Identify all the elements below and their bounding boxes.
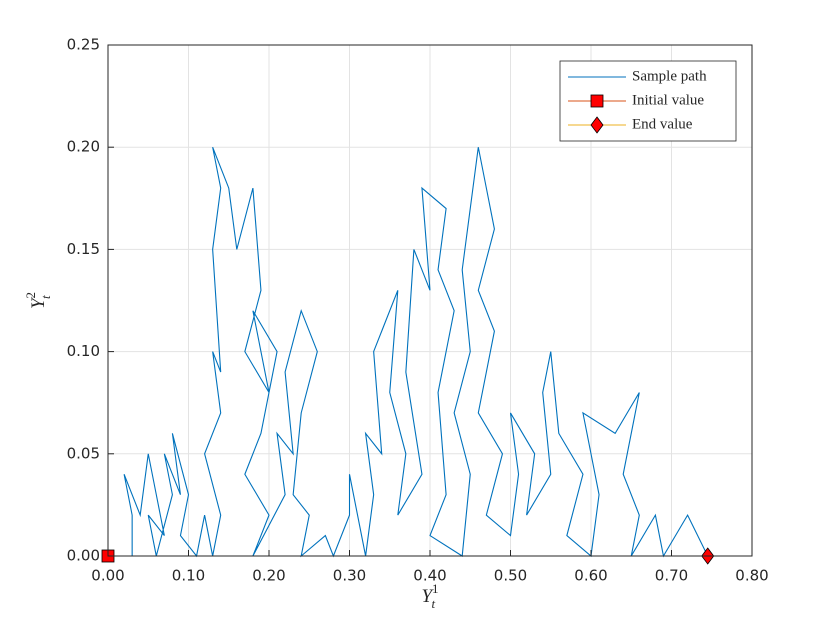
y-tick-label: 0.00 — [67, 547, 100, 565]
y-tick-label: 0.15 — [67, 240, 100, 258]
x-tick-label: 0.50 — [494, 567, 527, 585]
axis-symbol: Y — [28, 296, 49, 309]
axis-subscript: t — [432, 596, 436, 611]
legend: Sample path Initial value End value — [559, 60, 737, 142]
legend-label: Sample path — [632, 68, 707, 84]
y-tick-label: 0.25 — [67, 36, 100, 54]
labels: 0.00 0.10 0.20 0.30 0.40 0.50 0.60 0.70 0.80 0.00… — [23, 36, 769, 611]
legend-label: Initial value — [632, 92, 704, 108]
x-tick-label: 0.40 — [413, 567, 446, 585]
x-tick-label: 0.20 — [252, 567, 285, 585]
marker-square — [590, 94, 604, 108]
x-tick-label: 0.70 — [655, 567, 688, 585]
y-tick-label: 0.05 — [67, 444, 100, 462]
x-tick-label: 0.80 — [735, 567, 768, 585]
x-tick-label: 0.10 — [172, 567, 205, 585]
axis-superscript: 1 — [432, 581, 439, 596]
ylabel-label: Y2t — [23, 292, 53, 309]
y-tick-label: 0.10 — [67, 342, 100, 360]
x-tick-label: 0.60 — [574, 567, 607, 585]
axis-superscript: 2 — [23, 292, 38, 299]
legend-label: End value — [632, 116, 693, 132]
x-tick-label: 0.30 — [333, 567, 366, 585]
marker-diamond — [590, 116, 604, 134]
axis-subscript: t — [38, 295, 53, 299]
x-tick-label: 0.00 — [91, 567, 124, 585]
y-tick-label: 0.20 — [67, 138, 100, 156]
xlabel-label: Y1 t — [421, 581, 438, 611]
axis-symbol: Y — [421, 586, 434, 607]
